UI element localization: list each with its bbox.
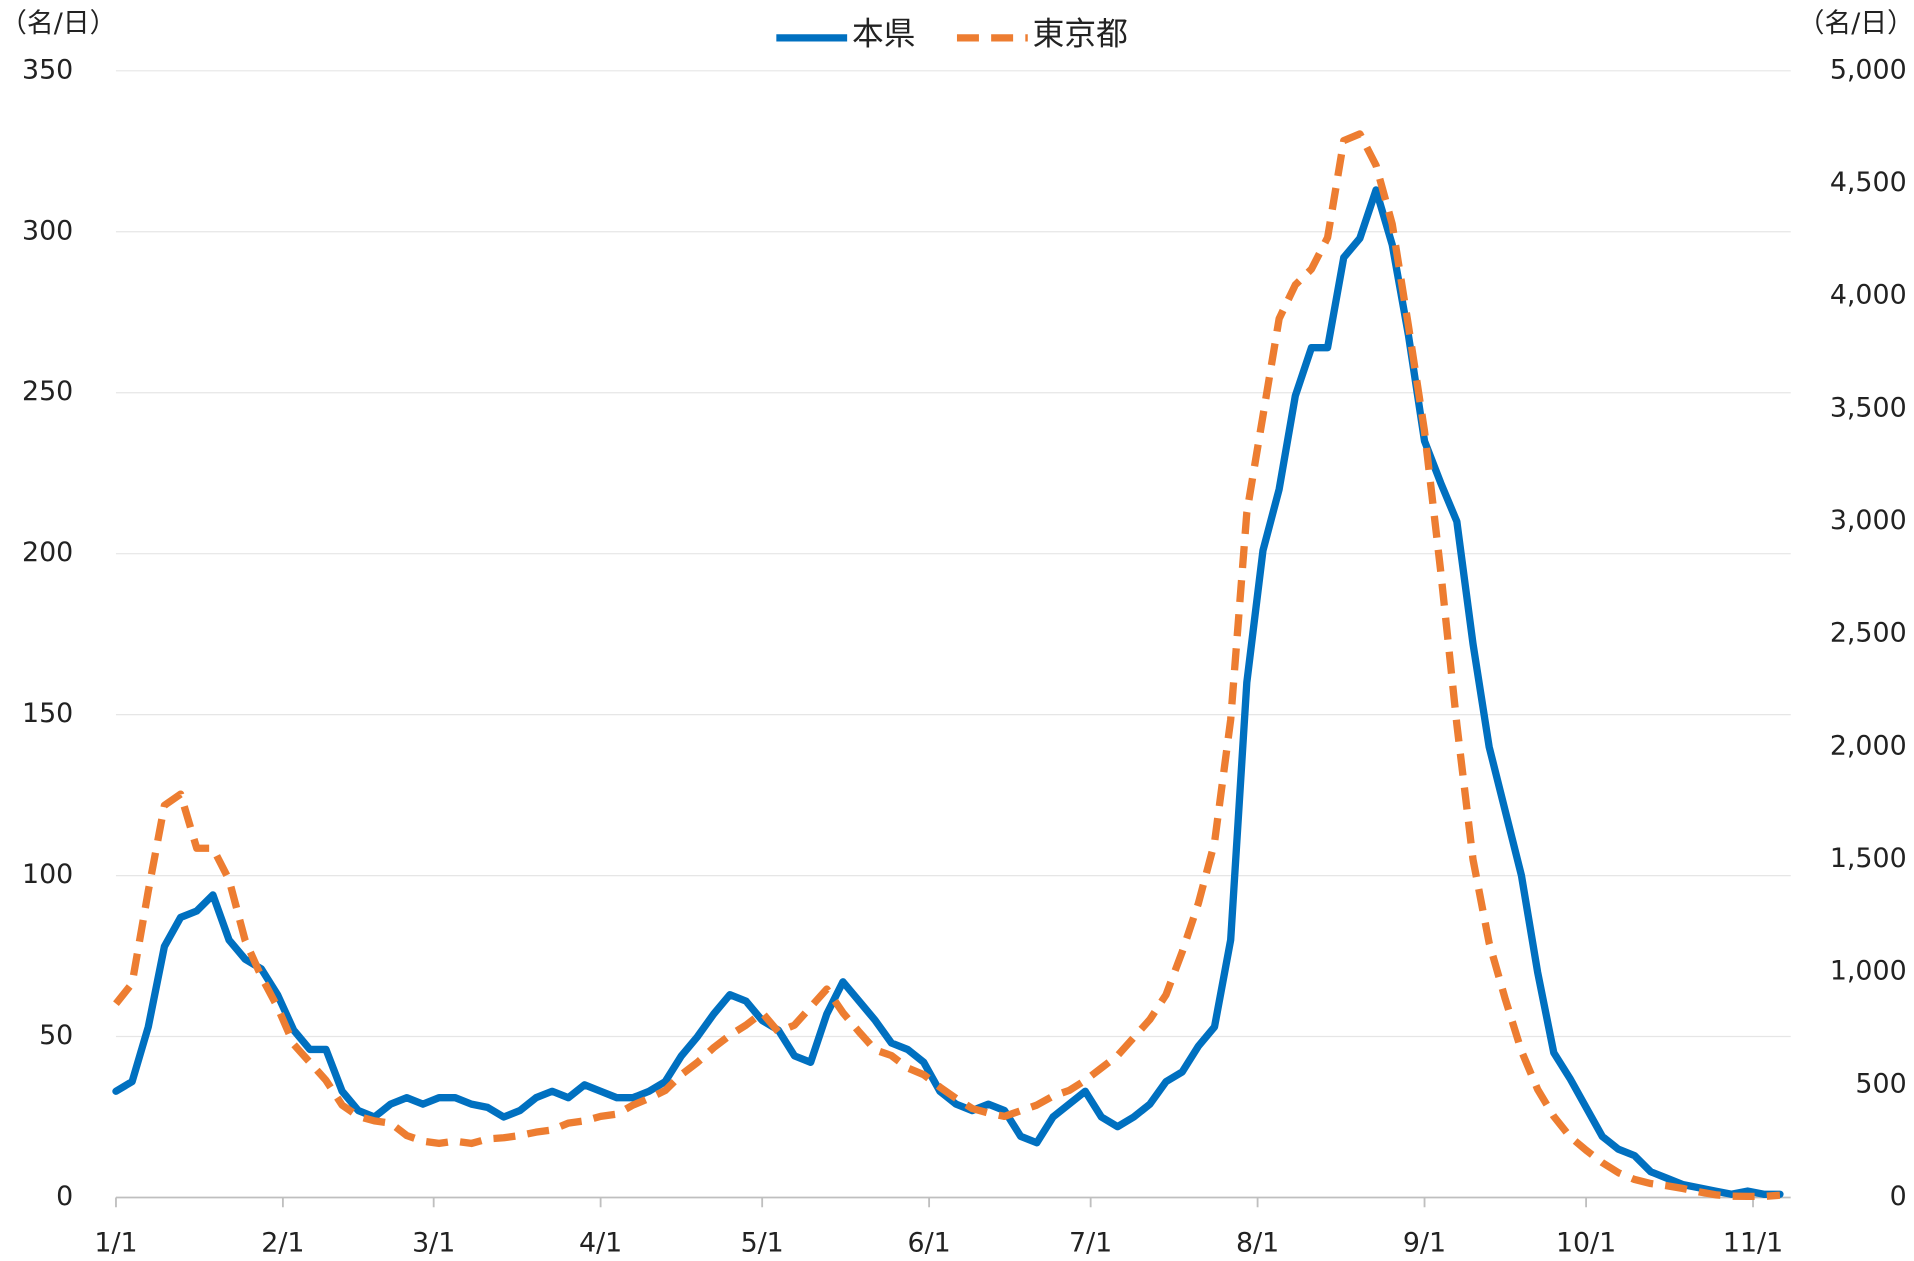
- x-tick-label: 9/1: [1403, 1227, 1446, 1258]
- y-tick-label: 200: [22, 537, 73, 568]
- y-axis-unit: （名/日）: [0, 8, 116, 39]
- y-tick-label: 100: [22, 859, 73, 890]
- y2-tick-label: 5,000: [1830, 54, 1907, 85]
- y2-tick-label: 4,500: [1830, 167, 1907, 198]
- y-tick-label: 250: [22, 376, 73, 407]
- x-tick-label: 5/1: [741, 1227, 784, 1258]
- y2-tick-label: 4,000: [1830, 280, 1907, 311]
- y2-tick-label: 3,000: [1830, 505, 1907, 536]
- y-tick-label: 350: [22, 54, 73, 85]
- x-tick-label: 4/1: [579, 1227, 622, 1258]
- y2-tick-label: 2,500: [1830, 618, 1907, 649]
- x-tick-label: 2/1: [261, 1227, 304, 1258]
- x-tick-label: 7/1: [1069, 1227, 1112, 1258]
- y2-tick-label: 1,000: [1830, 956, 1907, 987]
- x-tick-label: 3/1: [412, 1227, 455, 1258]
- y-tick-label: 300: [22, 215, 73, 246]
- y2-tick-label: 0: [1890, 1181, 1907, 1212]
- y-tick-label: 50: [39, 1020, 73, 1051]
- y-tick-label: 150: [22, 698, 73, 729]
- x-tick-label: 11/1: [1723, 1227, 1783, 1258]
- y2-tick-label: 500: [1855, 1068, 1906, 1099]
- y-tick-label: 0: [56, 1181, 73, 1212]
- y2-tick-label: 3,500: [1830, 392, 1907, 423]
- x-tick-label: 6/1: [908, 1227, 951, 1258]
- series-line: [113, 130, 1781, 1201]
- series-line: [112, 186, 1784, 1198]
- x-tick-label: 8/1: [1236, 1227, 1279, 1258]
- x-tick-label: 1/1: [94, 1227, 137, 1258]
- legend-label: 本県: [852, 16, 915, 52]
- x-tick-label: 10/1: [1556, 1227, 1616, 1258]
- legend-label: 東京都: [1033, 16, 1128, 52]
- y2-tick-label: 1,500: [1830, 843, 1907, 874]
- y2-axis-unit: （名/日）: [1798, 8, 1914, 39]
- y2-tick-label: 2,000: [1830, 730, 1907, 761]
